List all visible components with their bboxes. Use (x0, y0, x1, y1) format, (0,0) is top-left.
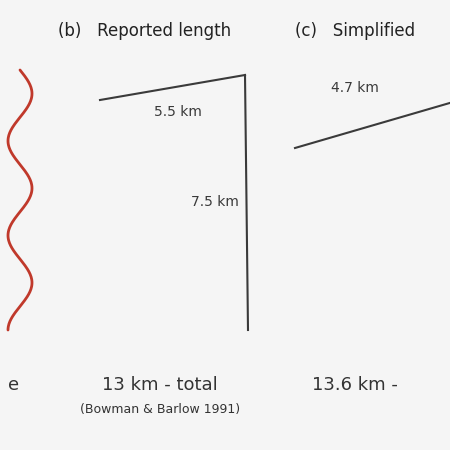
Text: e: e (8, 376, 19, 394)
Text: (Bowman & Barlow 1991): (Bowman & Barlow 1991) (80, 404, 240, 417)
Text: (b)   Reported length: (b) Reported length (58, 22, 232, 40)
Text: 5.5 km: 5.5 km (153, 105, 202, 120)
Text: (c)   Simplified: (c) Simplified (295, 22, 415, 40)
Text: 13 km - total: 13 km - total (102, 376, 218, 394)
Text: 4.7 km: 4.7 km (331, 81, 379, 95)
Text: 13.6 km -: 13.6 km - (312, 376, 398, 394)
Text: 7.5 km: 7.5 km (191, 195, 238, 210)
